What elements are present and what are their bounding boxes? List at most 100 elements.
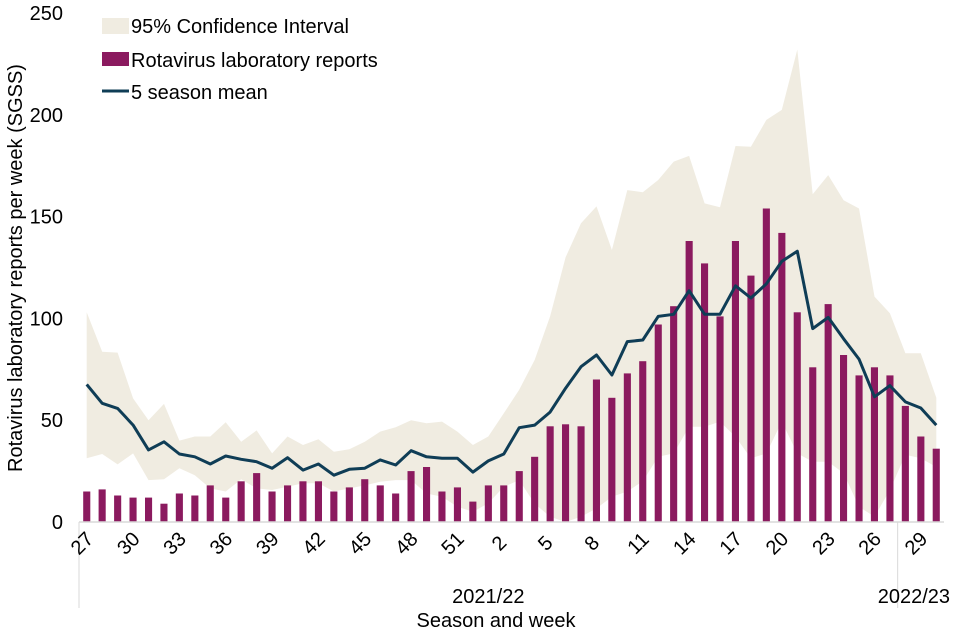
x-tick-label-42-15: 42 [299,528,330,559]
x-axis-title: Season and week [416,610,576,632]
bar-week-38-11 [253,473,261,522]
y-tick-label-0: 0 [52,512,63,534]
bar-week-49-22 [423,467,431,522]
bar-week-42-15 [314,481,322,522]
bar-week-25-50 [855,375,863,522]
bar-week-43-16 [330,491,338,522]
bar-week-39-12 [268,491,276,522]
x-tick-label-45-18: 45 [345,528,376,559]
x-tick-label-8-33: 8 [581,532,604,555]
bar-series [83,208,940,522]
bar-week-32-5 [160,503,168,522]
legend-label-line: 5 season mean [131,82,268,104]
legend: 95% Confidence Interval Rotavirus labora… [102,16,378,104]
ci-band-area [86,49,937,522]
x-tick-label-20-45: 20 [762,528,793,559]
x-tick-label-26-51: 26 [855,528,886,559]
bar-week-11-36 [639,361,647,522]
bar-week-33-6 [175,493,183,522]
bar-week-34-7 [191,495,199,522]
bar-week-10-35 [623,373,631,522]
season-label-1: 2021/22 [452,586,524,608]
bar-week-8-33 [592,379,600,522]
bar-week-46-19 [376,485,384,522]
y-axis-ticks: 0 50 100 150 200 250 [30,3,63,534]
bar-week-1-26 [484,485,492,522]
legend-swatch-bars [102,52,129,66]
bar-week-29-54 [917,436,925,522]
bar-week-26-51 [870,367,878,522]
bar-week-12-37 [654,324,662,522]
legend-swatch-ci [102,18,129,34]
bar-week-45-18 [361,479,369,522]
x-tick-label-27-0: 27 [67,528,98,559]
x-tick-label-17-42: 17 [716,528,747,559]
bar-week-17-42 [731,241,739,522]
axes [78,521,944,608]
bar-week-30-3 [129,497,137,522]
x-tick-label-51-24: 51 [438,528,469,559]
y-tick-label-50: 50 [41,410,63,432]
mean-line [85,249,938,477]
bar-week-36-9 [222,497,230,522]
legend-item-bars: Rotavirus laboratory reports [102,50,378,72]
bar-week-41-14 [299,481,307,522]
bar-week-24-49 [840,355,848,522]
bar-week-40-13 [284,485,292,522]
bar-week-9-34 [608,397,616,522]
bar-week-27-0 [83,491,91,522]
x-tick-label-2-27: 2 [488,532,511,555]
bar-week-18-43 [747,275,755,522]
bar-week-4-29 [531,456,539,522]
mean-line-series [85,249,938,477]
x-tick-label-11-36: 11 [623,529,653,559]
y-axis-title: Rotavirus laboratory reports per week (S… [5,64,27,472]
season-label-2: 2022/23 [878,586,950,608]
bar-week-21-46 [793,312,801,522]
bar-week-7-32 [577,426,585,522]
bar-week-50-23 [438,491,446,522]
bar-week-29-2 [114,495,122,522]
bar-week-20-45 [778,232,786,522]
y-tick-label-100: 100 [30,308,63,330]
bar-week-27-52 [886,375,894,522]
y-tick-label-250: 250 [30,3,63,25]
bar-week-51-24 [453,487,461,522]
bar-week-28-1 [98,489,106,522]
bar-week-52-25 [469,501,477,522]
bar-week-14-39 [685,241,693,522]
bar-week-2-27 [500,485,508,522]
bar-week-31-4 [145,497,153,522]
bar-week-47-20 [392,493,400,522]
bar-week-48-21 [407,471,415,522]
y-tick-label-200: 200 [30,105,63,127]
confidence-interval-band [86,49,937,522]
x-tick-label-14-39: 14 [669,528,700,559]
x-tick-label-23-48: 23 [808,528,839,559]
bar-week-3-28 [515,471,523,522]
x-tick-label-5-30: 5 [534,532,557,555]
x-tick-label-33-6: 33 [160,528,191,559]
bar-week-19-44 [762,208,770,522]
season-labels: 2021/22 2022/23 [452,586,950,608]
legend-item-line: 5 season mean [102,82,268,104]
x-tick-label-39-12: 39 [252,528,283,559]
bar-week-35-8 [206,485,214,522]
bar-week-37-10 [237,481,245,522]
x-axis-ticks: 27 30 33 36 39 42 45 48 51 2 5 8 11 14 17 20 23 26 29 [67,528,932,559]
bar-week-15-40 [701,263,709,522]
bar-week-16-41 [716,316,724,522]
x-tick-label-30-3: 30 [113,528,144,559]
legend-label-ci: 95% Confidence Interval [131,16,349,38]
bar-week-13-38 [670,306,678,522]
legend-item-ci: 95% Confidence Interval [102,16,349,38]
x-tick-label-36-9: 36 [206,528,237,559]
bar-week-22-47 [809,367,817,522]
x-tick-label-29-54: 29 [901,528,932,559]
bar-week-5-30 [546,426,554,522]
bar-week-28-53 [901,405,909,522]
bar-week-23-48 [824,304,832,522]
y-tick-label-150: 150 [30,207,63,229]
x-tick-label-48-21: 48 [391,528,422,559]
